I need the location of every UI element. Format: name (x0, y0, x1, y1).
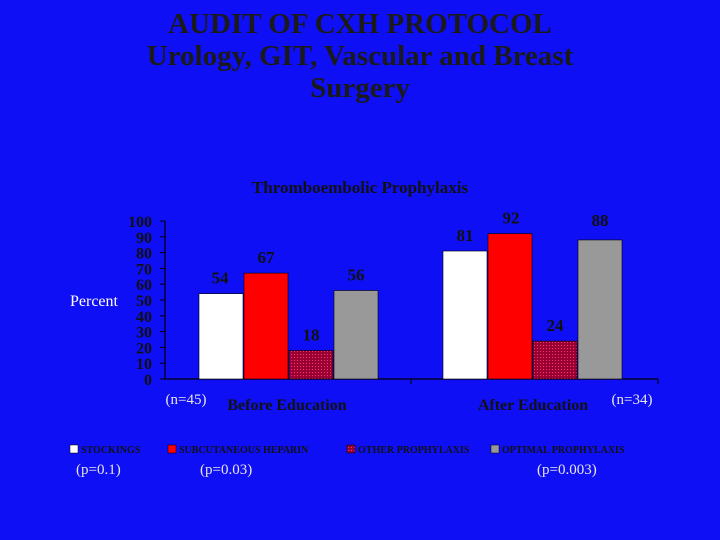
slide-title-line-1: AUDIT OF CXH PROTOCOL (168, 8, 552, 40)
p-value-stockings: (p=0.1) (76, 462, 121, 478)
p-value-subcutaneous-heparin: (p=0.03) (200, 462, 253, 478)
category-label-after-education: After Education (478, 397, 588, 414)
slide-title-line-3: Surgery (310, 72, 410, 104)
legend-swatch-other-prophylaxis (346, 444, 356, 454)
data-label: 81 (457, 226, 474, 245)
legend-label-subcutaneous-heparin: SUBCUTANEOUS HEPARIN (179, 445, 309, 456)
legend-label-optimal-prophylaxis: OPTIMAL PROPHYLAXIS (502, 445, 625, 456)
legend-label-other-prophylaxis: OTHER PROPHYLAXIS (358, 445, 470, 456)
y-tick-label: 10 (136, 356, 152, 373)
bar-optimal-prophylaxis-before (333, 290, 379, 380)
legend-label-stockings: STOCKINGS (81, 445, 141, 456)
y-tick-label: 70 (136, 261, 152, 278)
data-label: 88 (592, 211, 609, 230)
y-tick-label: 60 (136, 277, 152, 294)
bar-optimal-prophylaxis-after (577, 239, 623, 380)
data-label: 92 (503, 209, 520, 228)
sample-size-before: (n=45) (166, 392, 207, 408)
data-label: 54 (212, 269, 230, 288)
legend-swatch-stockings (69, 444, 79, 454)
y-tick-label: 0 (144, 372, 152, 389)
data-label: 56 (348, 266, 365, 285)
p-value-optimal-prophylaxis: (p=0.003) (537, 462, 597, 478)
legend-swatch-subcutaneous-heparin (167, 444, 177, 454)
bar-stockings-before (198, 293, 244, 380)
bar-subcutaneous-heparin-before (243, 272, 289, 380)
slide-title-line-2: Urology, GIT, Vascular and Breast (146, 40, 574, 72)
sample-size-after: (n=34) (612, 392, 653, 408)
bar-other-prophylaxis-after (532, 340, 578, 380)
data-label: 24 (547, 316, 565, 335)
chart-title: Thromboembolic Prophylaxis (252, 178, 469, 197)
bar-other-prophylaxis-before (288, 350, 334, 380)
legend-swatch-optimal-prophylaxis (490, 444, 500, 454)
category-label-before-education: Before Education (227, 397, 346, 414)
data-label: 18 (303, 326, 320, 345)
bar-stockings-after (442, 250, 488, 380)
y-tick-label: 100 (128, 214, 152, 231)
slide-title: AUDIT OF CXH PROTOCOL Urology, GIT, Vasc… (0, 8, 720, 104)
y-tick-label: 80 (136, 246, 152, 263)
data-label: 67 (258, 248, 276, 267)
y-tick-label: 40 (136, 309, 152, 326)
y-axis-label: Percent (70, 293, 119, 310)
y-tick-label: 90 (136, 230, 152, 247)
y-tick-label: 20 (136, 340, 152, 357)
bar-subcutaneous-heparin-after (487, 233, 533, 380)
y-tick-label: 50 (136, 293, 152, 310)
y-tick-label: 30 (136, 325, 152, 342)
